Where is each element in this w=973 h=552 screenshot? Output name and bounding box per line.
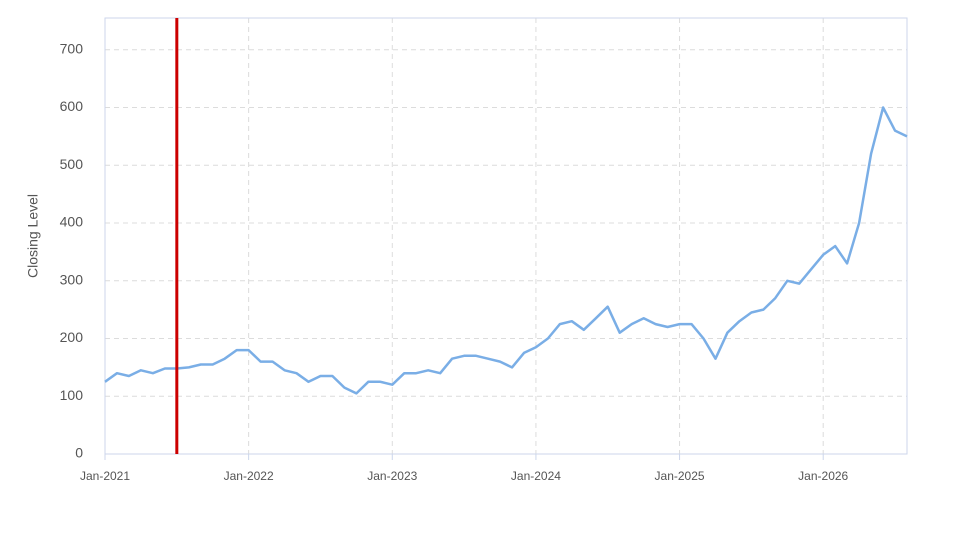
y-axis-label: Closing Level bbox=[25, 194, 41, 278]
x-tick-label: Jan-2026 bbox=[798, 469, 848, 483]
line bbox=[104, 106, 908, 395]
y-tick-label: 200 bbox=[60, 329, 84, 345]
x-tick-label: Jan-2022 bbox=[224, 469, 274, 483]
y-tick-label: 300 bbox=[60, 271, 84, 287]
x-tick-label: Jan-2023 bbox=[367, 469, 417, 483]
y-tick-label: 100 bbox=[60, 387, 84, 403]
x-tick-label: Jan-2025 bbox=[655, 469, 705, 483]
plot-frame bbox=[104, 17, 908, 455]
y-tick-label: 0 bbox=[75, 445, 83, 461]
y-tick-label: 500 bbox=[60, 156, 84, 172]
x-tick-label: Jan-2024 bbox=[511, 469, 561, 483]
y-tick-label: 400 bbox=[60, 214, 84, 230]
y-tick-label: 600 bbox=[60, 98, 84, 114]
y-tick-label: 700 bbox=[60, 40, 84, 56]
x-tick-label: Jan-2021 bbox=[80, 469, 130, 483]
